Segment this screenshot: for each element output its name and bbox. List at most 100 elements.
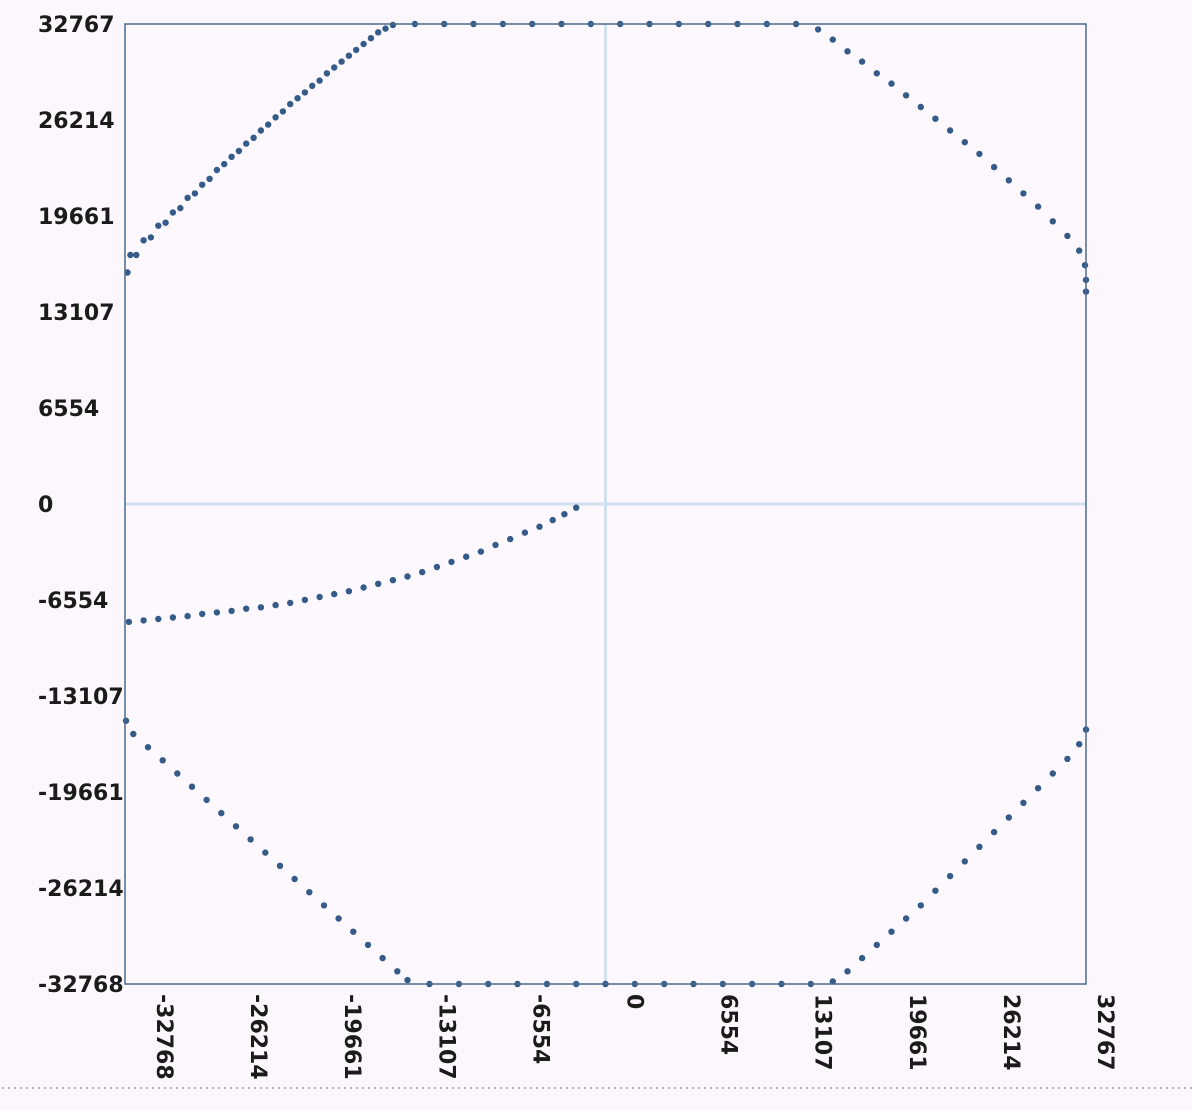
data-point bbox=[140, 237, 147, 244]
data-point bbox=[130, 730, 137, 738]
data-point bbox=[174, 770, 181, 777]
y-tick-label: 6554 bbox=[38, 397, 99, 422]
bottom-dotted-divider bbox=[0, 1086, 1192, 1090]
data-point bbox=[191, 190, 199, 197]
data-point bbox=[133, 251, 140, 259]
data-point bbox=[140, 617, 147, 624]
data-point bbox=[213, 609, 221, 616]
data-point bbox=[338, 58, 345, 65]
data-point bbox=[243, 605, 250, 612]
data-point bbox=[124, 269, 131, 276]
data-point bbox=[291, 875, 298, 883]
data-point bbox=[353, 46, 360, 54]
data-point bbox=[155, 222, 162, 229]
data-point bbox=[360, 584, 367, 591]
x-tick-label: 6554 bbox=[716, 994, 741, 1055]
y-tick-label: -19661 bbox=[38, 781, 124, 806]
data-point bbox=[1076, 741, 1083, 748]
x-axis-tick-labels: -32768 -26214 -19661 -13107 -6554 0 6554 13107 1… bbox=[151, 994, 1117, 1080]
data-point bbox=[276, 862, 284, 869]
data-point bbox=[1020, 190, 1027, 197]
data-point bbox=[316, 77, 323, 84]
data-point bbox=[122, 717, 130, 724]
data-point bbox=[844, 968, 851, 975]
data-point bbox=[272, 114, 279, 121]
data-point bbox=[287, 100, 294, 108]
data-point bbox=[1005, 177, 1012, 184]
data-point bbox=[162, 219, 169, 226]
data-point bbox=[316, 593, 323, 601]
data-point bbox=[350, 928, 357, 935]
data-point bbox=[147, 234, 155, 241]
data-point bbox=[159, 757, 166, 764]
data-point bbox=[917, 103, 924, 111]
y-tick-label: 19661 bbox=[38, 205, 115, 230]
data-point bbox=[294, 95, 301, 102]
data-point bbox=[1081, 262, 1089, 269]
data-point bbox=[1049, 770, 1057, 777]
data-point bbox=[323, 70, 331, 77]
data-point bbox=[814, 26, 822, 33]
data-point bbox=[477, 548, 485, 555]
data-point bbox=[250, 134, 257, 141]
data-point bbox=[946, 127, 954, 134]
data-point bbox=[320, 902, 328, 909]
y-tick-label: 26214 bbox=[38, 109, 115, 134]
data-point bbox=[463, 553, 470, 560]
data-point bbox=[858, 954, 866, 962]
data-point bbox=[389, 577, 397, 584]
data-point bbox=[360, 40, 367, 48]
data-point bbox=[301, 89, 309, 96]
data-point bbox=[404, 573, 411, 580]
data-point bbox=[902, 915, 910, 922]
data-point bbox=[1034, 785, 1042, 792]
y-tick-label: 0 bbox=[38, 493, 53, 518]
data-point bbox=[917, 902, 924, 909]
data-point bbox=[873, 941, 880, 949]
data-point bbox=[228, 153, 235, 160]
y-tick-label: -6554 bbox=[38, 589, 108, 614]
data-point bbox=[858, 58, 866, 65]
data-point bbox=[873, 70, 880, 77]
data-point bbox=[247, 836, 254, 843]
data-point bbox=[946, 872, 954, 880]
x-tick-label: -6554 bbox=[527, 994, 552, 1064]
x-tick-label: -26214 bbox=[245, 994, 270, 1080]
x-tick-label: 26214 bbox=[998, 994, 1023, 1071]
data-point bbox=[932, 115, 939, 122]
data-point bbox=[335, 915, 342, 922]
data-point bbox=[213, 166, 221, 174]
data-point bbox=[345, 588, 353, 595]
data-point bbox=[367, 35, 375, 42]
data-point bbox=[199, 181, 206, 188]
data-point bbox=[961, 858, 968, 865]
data-point bbox=[902, 92, 910, 99]
data-point bbox=[144, 744, 152, 751]
data-point bbox=[221, 160, 228, 168]
data-point bbox=[345, 52, 353, 59]
data-point bbox=[199, 610, 206, 618]
data-point bbox=[976, 150, 983, 158]
data-point bbox=[243, 140, 250, 147]
data-point bbox=[561, 511, 568, 518]
data-point bbox=[976, 843, 983, 850]
data-point bbox=[188, 783, 196, 790]
data-point bbox=[287, 599, 294, 607]
data-point bbox=[127, 251, 134, 259]
y-tick-label: 32767 bbox=[38, 13, 115, 38]
data-point bbox=[169, 614, 177, 621]
data-point bbox=[990, 828, 998, 836]
data-point bbox=[829, 978, 836, 985]
data-point bbox=[235, 147, 243, 155]
data-point bbox=[888, 80, 895, 87]
data-point bbox=[184, 194, 191, 201]
data-point bbox=[203, 796, 210, 804]
data-point bbox=[536, 523, 543, 530]
data-point bbox=[228, 607, 235, 615]
x-tick-label: -13107 bbox=[433, 994, 458, 1080]
data-point bbox=[419, 568, 426, 576]
data-point bbox=[331, 590, 338, 598]
data-point bbox=[521, 529, 529, 536]
data-point bbox=[1076, 247, 1083, 254]
